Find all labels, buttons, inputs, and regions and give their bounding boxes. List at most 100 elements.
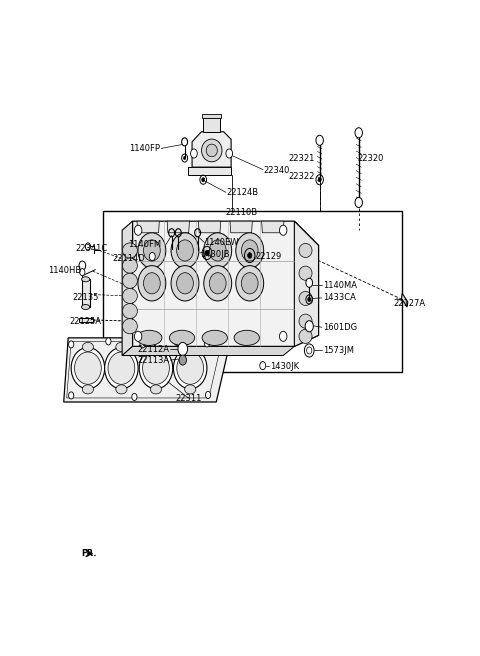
Circle shape	[307, 347, 312, 354]
Circle shape	[140, 341, 145, 348]
Ellipse shape	[108, 352, 135, 384]
Ellipse shape	[82, 304, 90, 310]
Circle shape	[248, 253, 252, 258]
Circle shape	[174, 338, 180, 346]
Ellipse shape	[138, 233, 166, 268]
Text: 22129: 22129	[256, 252, 282, 261]
Text: 22113A: 22113A	[138, 356, 170, 365]
Ellipse shape	[177, 352, 204, 384]
Text: 1433CA: 1433CA	[323, 293, 356, 302]
Circle shape	[306, 278, 312, 287]
Text: 22127A: 22127A	[394, 299, 426, 308]
Circle shape	[260, 361, 266, 370]
Ellipse shape	[236, 266, 264, 301]
Text: 22321: 22321	[288, 154, 315, 163]
Polygon shape	[192, 132, 231, 167]
Circle shape	[202, 178, 204, 182]
Ellipse shape	[236, 233, 264, 268]
Text: 22124B: 22124B	[227, 188, 259, 197]
Ellipse shape	[171, 266, 199, 301]
Ellipse shape	[122, 273, 137, 289]
Ellipse shape	[173, 348, 207, 389]
Ellipse shape	[241, 240, 258, 261]
Ellipse shape	[122, 319, 137, 334]
Polygon shape	[122, 346, 294, 356]
Text: 1140MA: 1140MA	[323, 281, 357, 290]
Text: 1140FM: 1140FM	[128, 240, 161, 249]
Ellipse shape	[122, 304, 137, 319]
Bar	[202, 114, 221, 118]
Ellipse shape	[83, 342, 94, 352]
Ellipse shape	[83, 385, 94, 394]
Circle shape	[205, 392, 211, 398]
Ellipse shape	[299, 314, 312, 328]
Ellipse shape	[171, 233, 199, 268]
Ellipse shape	[138, 266, 166, 301]
Text: 22311: 22311	[175, 394, 202, 403]
Polygon shape	[294, 221, 319, 346]
Circle shape	[355, 197, 362, 207]
Text: 22340: 22340	[264, 166, 290, 175]
Polygon shape	[262, 221, 284, 233]
Ellipse shape	[169, 330, 195, 346]
Circle shape	[205, 251, 209, 256]
Circle shape	[316, 135, 324, 146]
Ellipse shape	[299, 291, 312, 306]
Bar	[82, 279, 90, 307]
Ellipse shape	[177, 240, 193, 261]
Circle shape	[204, 340, 210, 347]
Ellipse shape	[116, 342, 127, 352]
Circle shape	[149, 253, 155, 260]
Ellipse shape	[185, 342, 196, 352]
Ellipse shape	[299, 266, 312, 280]
Circle shape	[183, 157, 186, 159]
Polygon shape	[132, 221, 319, 346]
Ellipse shape	[177, 273, 193, 294]
Polygon shape	[230, 221, 252, 233]
Circle shape	[85, 243, 91, 250]
Bar	[79, 318, 93, 321]
Text: 1140FP: 1140FP	[130, 144, 160, 153]
Ellipse shape	[202, 139, 222, 162]
Circle shape	[134, 331, 142, 341]
Text: 22322: 22322	[288, 173, 315, 181]
Polygon shape	[401, 293, 408, 307]
Text: FR.: FR.	[82, 549, 97, 558]
Circle shape	[355, 128, 362, 138]
Circle shape	[134, 225, 142, 236]
Circle shape	[179, 355, 186, 365]
Ellipse shape	[144, 273, 160, 294]
Ellipse shape	[139, 348, 173, 389]
Polygon shape	[122, 221, 132, 356]
Bar	[188, 167, 231, 174]
Ellipse shape	[144, 240, 160, 261]
Bar	[203, 117, 220, 132]
Circle shape	[80, 269, 85, 276]
Ellipse shape	[122, 289, 137, 304]
Circle shape	[178, 342, 188, 356]
Text: 1140HB: 1140HB	[48, 266, 81, 275]
Ellipse shape	[234, 330, 259, 346]
Circle shape	[191, 149, 197, 158]
Bar	[103, 211, 402, 372]
Ellipse shape	[204, 266, 232, 301]
Circle shape	[279, 225, 287, 236]
Text: 22135: 22135	[72, 293, 98, 302]
Circle shape	[279, 331, 287, 341]
Ellipse shape	[116, 385, 127, 394]
Text: 1601DG: 1601DG	[323, 323, 357, 332]
Text: 1430JK: 1430JK	[270, 362, 299, 371]
Text: 22110B: 22110B	[226, 208, 258, 217]
Ellipse shape	[150, 342, 162, 352]
Polygon shape	[64, 338, 231, 402]
Ellipse shape	[299, 329, 312, 343]
Text: 1430JB: 1430JB	[200, 250, 229, 259]
Ellipse shape	[137, 330, 162, 346]
Ellipse shape	[122, 258, 137, 273]
Text: 22341C: 22341C	[75, 245, 108, 253]
Text: 22114D: 22114D	[112, 253, 145, 262]
Circle shape	[69, 392, 74, 399]
Circle shape	[132, 394, 137, 400]
Ellipse shape	[143, 352, 169, 384]
Ellipse shape	[209, 273, 226, 294]
